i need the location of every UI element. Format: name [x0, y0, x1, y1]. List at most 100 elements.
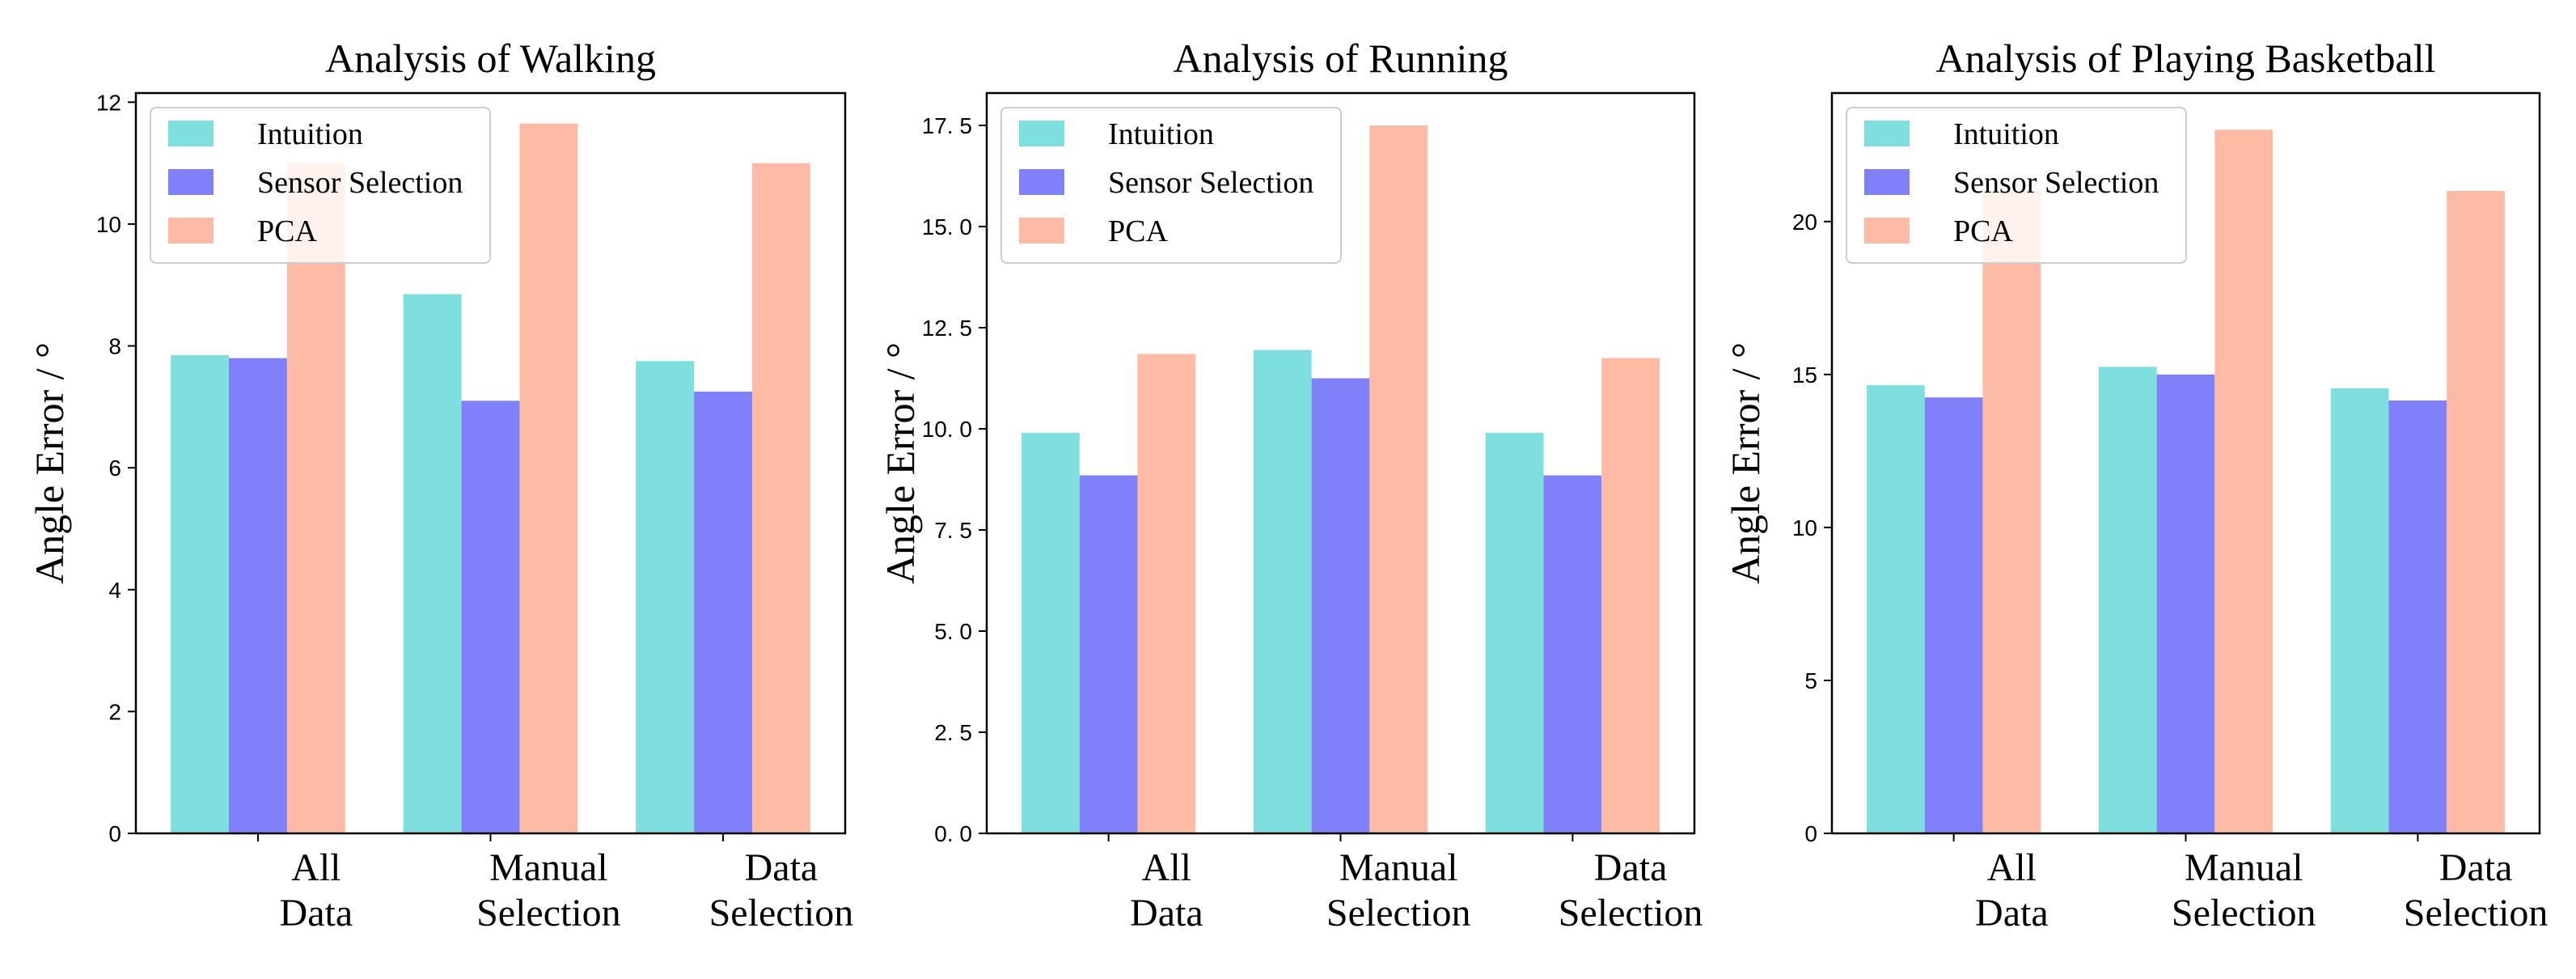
y-axis-ticks: 0 5 10 15 20	[1792, 210, 1832, 846]
bar-sensor-selection-1	[1924, 397, 1983, 833]
legend-swatch	[168, 169, 214, 195]
legend-swatch	[1019, 218, 1064, 244]
bar-sensor-selection-2	[1311, 378, 1370, 833]
bar-intuition-1	[1022, 433, 1080, 833]
y-tick-label: 2. 5	[934, 720, 972, 745]
legend-box	[1000, 107, 1342, 264]
bar-intuition-2	[2098, 367, 2157, 833]
x-tick-label: All Data	[1975, 846, 2049, 934]
y-tick-label: 8	[108, 334, 121, 359]
x-tick-label-line: Selection	[2172, 892, 2316, 934]
y-tick-label: 6	[108, 456, 121, 481]
y-tick-label: 12. 5	[922, 316, 972, 341]
bar-intuition-3	[1485, 433, 1544, 833]
legend-label: Intuition	[257, 117, 363, 151]
legend-label: Sensor Selection	[257, 166, 463, 200]
x-tick-label: Manual Selection	[2172, 846, 2316, 934]
y-tick-label: 0	[1804, 821, 1817, 846]
y-tick-label: 20	[1792, 210, 1817, 235]
bar-pca-1	[1137, 354, 1196, 833]
x-tick-label-line: Selection	[1326, 892, 1471, 934]
bar-sensor-selection-3	[694, 392, 752, 834]
x-tick-label: Data Selection	[709, 846, 854, 934]
chart-title: Analysis of Running	[1174, 36, 1508, 81]
legend-label: Intuition	[1108, 117, 1214, 151]
x-tick-label-line: Selection	[476, 892, 621, 934]
y-tick-label: 10	[1792, 515, 1817, 540]
x-tick-label: All Data	[1130, 846, 1203, 934]
x-tick-label: Data Selection	[2404, 846, 2549, 934]
x-tick-label-line: Data	[745, 846, 818, 889]
bar-pca-1	[1982, 190, 2041, 834]
legend-swatch	[1864, 121, 1910, 146]
y-tick-label: 7. 5	[934, 518, 972, 543]
y-tick-label: 15. 0	[922, 214, 972, 239]
legend-swatch	[1019, 169, 1064, 195]
bar-sensor-selection-2	[2156, 374, 2215, 834]
legend-label: Sensor Selection	[1108, 166, 1313, 200]
x-tick-label-line: Selection	[709, 892, 854, 934]
legend: Intuition Sensor Selection PCA	[150, 107, 491, 264]
bar-pca-3	[1601, 358, 1660, 833]
bar-sensor-selection-3	[1543, 475, 1602, 833]
bar-intuition-1	[1867, 385, 1925, 833]
subplot-1: Analysis of Walking Angle Error / ° 0 2 4 6 8 1…	[27, 36, 853, 934]
legend-label: PCA	[1953, 214, 2013, 248]
legend-label: PCA	[257, 214, 317, 248]
bar-pca-2	[2214, 129, 2274, 834]
x-tick-label-line: Manual	[1339, 846, 1458, 889]
legend-swatch	[1019, 121, 1064, 146]
x-tick-label-line: Data	[1975, 892, 2049, 934]
subplot-3: Analysis of Playing Basketball Angle Erro…	[1723, 36, 2548, 934]
x-tick-label-line: Data	[1594, 846, 1668, 889]
x-tick-label-line: Manual	[2185, 846, 2303, 889]
x-tick-label-line: Data	[1130, 892, 1203, 934]
legend: Intuition Sensor Selection PCA	[1846, 107, 2187, 264]
legend-label: PCA	[1108, 214, 1168, 248]
y-tick-label: 5. 0	[934, 619, 972, 644]
legend-box	[150, 107, 491, 264]
y-tick-label: 10. 0	[922, 417, 972, 442]
bar-pca-3	[751, 163, 810, 834]
bar-sensor-selection-2	[461, 400, 520, 833]
bars	[171, 123, 810, 834]
x-tick-label-line: Selection	[2404, 892, 2549, 934]
bar-intuition-3	[636, 361, 695, 833]
x-tick-label-line: Manual	[489, 846, 608, 889]
x-tick-label-line: Data	[2439, 846, 2513, 889]
bar-intuition-2	[1253, 350, 1312, 833]
x-tick-label-line: All	[1987, 846, 2037, 889]
y-tick-label: 12	[96, 90, 121, 115]
x-tick-label-line: All	[291, 846, 341, 889]
bars	[1867, 129, 2505, 834]
bar-sensor-selection-1	[1079, 475, 1138, 833]
y-axis-ticks: 0 2 4 6 8 10 12	[96, 90, 136, 846]
bars	[1022, 125, 1660, 833]
subplot-2: Analysis of Running Angle Error / ° 0. 0 2.…	[878, 36, 1703, 934]
y-axis-label: Angle Error / °	[878, 342, 923, 584]
legend-swatch	[1864, 169, 1910, 195]
legend-swatch	[1864, 218, 1910, 244]
chart-title: Analysis of Walking	[325, 36, 656, 81]
y-axis-ticks: 0. 0 2. 5 5. 0 7. 5 10. 0 12. 5 15. 0 17. 5	[922, 113, 987, 846]
legend-box	[1846, 107, 2187, 264]
y-tick-label: 5	[1804, 668, 1817, 693]
chart-title: Analysis of Playing Basketball	[1936, 36, 2436, 81]
y-tick-label: 2	[108, 699, 121, 724]
legend: Intuition Sensor Selection PCA	[1000, 107, 1342, 264]
axes-frame	[1830, 91, 2541, 835]
x-axis-ticks: All Data Manual Selection Data Selection	[1107, 833, 1703, 934]
axes-frame	[985, 91, 1696, 835]
bar-pca-2	[1369, 125, 1428, 833]
y-tick-label: 17. 5	[922, 113, 972, 138]
bar-sensor-selection-3	[2388, 400, 2447, 834]
x-tick-label: All Data	[280, 846, 353, 934]
bar-intuition-1	[171, 354, 230, 833]
axes-frame	[134, 91, 847, 835]
legend-swatch	[168, 121, 214, 146]
y-tick-label: 0	[108, 821, 121, 846]
x-tick-label: Data Selection	[1559, 846, 1703, 934]
